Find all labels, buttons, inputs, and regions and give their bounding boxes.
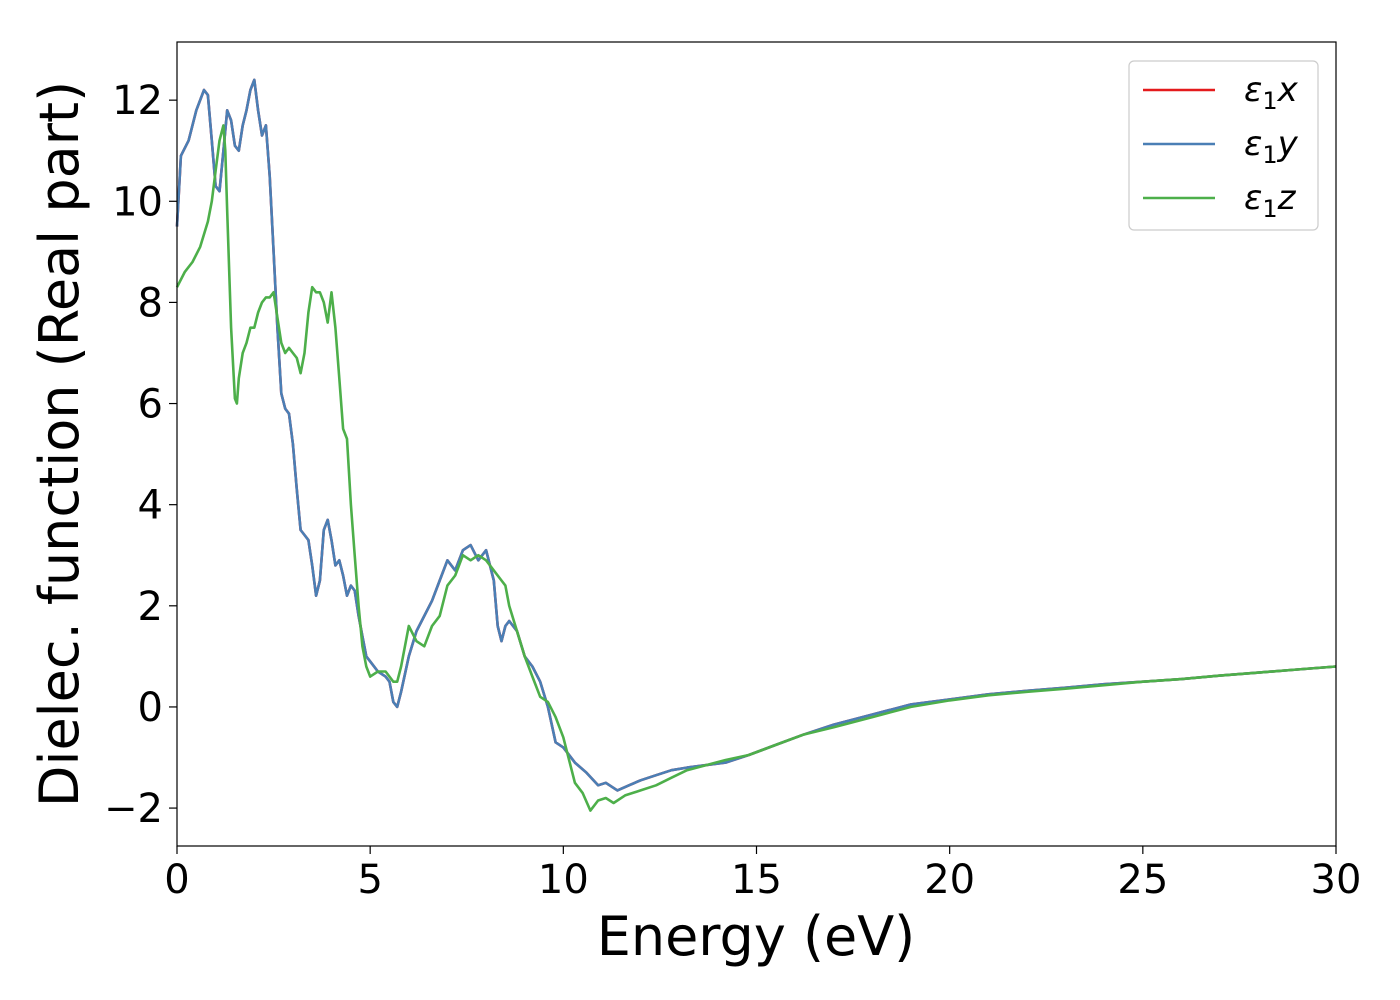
series-lines — [175, 78, 1337, 812]
y-tick-label: −2 — [104, 786, 163, 832]
legend-label-x: ε1x — [1244, 70, 1299, 115]
x-axis-ticks: 0 5 10 15 20 25 30 — [164, 846, 1361, 903]
x-tick-label: 25 — [1117, 857, 1168, 903]
y-axis-label: Dielec. function (Real part) — [28, 81, 91, 807]
legend: ε1x ε1y ε1z — [1128, 60, 1319, 231]
x-tick-label: 0 — [164, 857, 189, 903]
x-axis-label: Energy (eV) — [597, 905, 916, 968]
legend-label-y: ε1y — [1244, 124, 1299, 169]
y-tick-label: 4 — [138, 483, 163, 529]
legend-box — [1128, 60, 1319, 231]
x-tick-label: 10 — [538, 857, 589, 903]
y-tick-label: 0 — [138, 685, 163, 731]
y-tick-label: 2 — [138, 584, 163, 630]
y-tick-label: 6 — [138, 382, 163, 428]
y-tick-label: 12 — [112, 78, 163, 124]
y-axis-ticks: −2 0 2 4 6 8 10 12 — [104, 78, 177, 832]
series-line-z — [175, 124, 1337, 812]
x-tick-label: 20 — [924, 857, 975, 903]
legend-label-z: ε1z — [1244, 178, 1297, 223]
y-tick-label: 8 — [138, 280, 163, 326]
x-tick-label: 15 — [731, 857, 782, 903]
x-tick-label: 5 — [357, 857, 382, 903]
x-tick-label: 30 — [1311, 857, 1362, 903]
y-tick-label: 10 — [112, 179, 163, 225]
